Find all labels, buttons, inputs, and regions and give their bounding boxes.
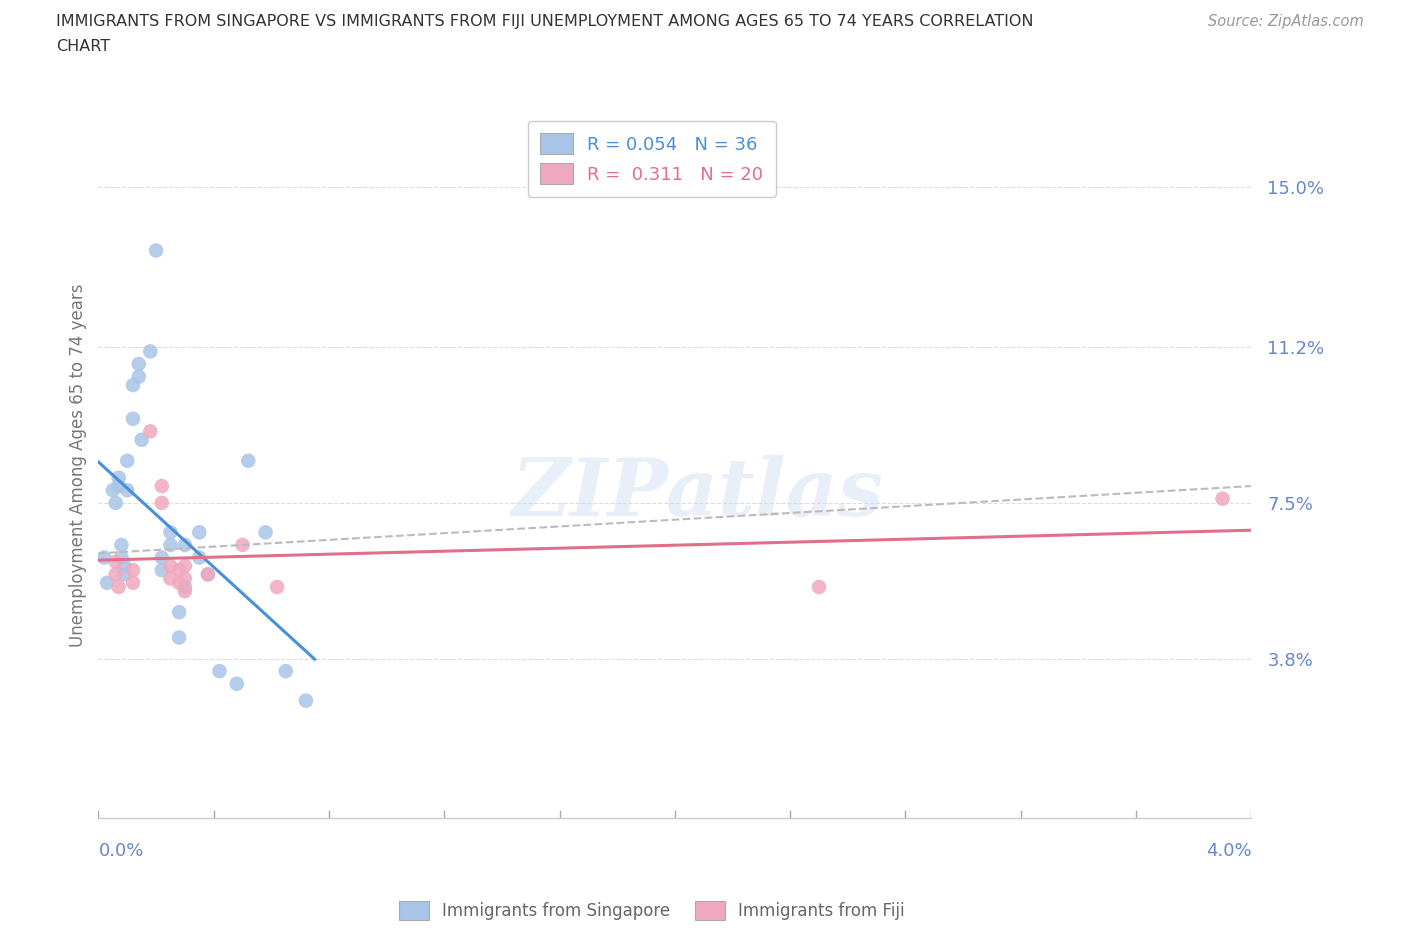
Point — [174, 579, 197, 594]
Point — [104, 567, 127, 582]
Point — [274, 664, 297, 679]
Point — [1211, 491, 1234, 506]
Point — [93, 551, 115, 565]
Point — [225, 676, 247, 691]
Point — [167, 630, 190, 644]
Point — [150, 563, 173, 578]
Point — [122, 378, 145, 392]
Text: 4.0%: 4.0% — [1206, 842, 1251, 859]
Point — [159, 571, 181, 586]
Point — [254, 525, 277, 539]
Point — [150, 551, 173, 565]
Legend: Immigrants from Singapore, Immigrants from Fiji: Immigrants from Singapore, Immigrants fr… — [392, 894, 911, 926]
Point — [238, 453, 260, 468]
Point — [122, 576, 145, 591]
Point — [197, 567, 219, 582]
Point — [174, 538, 197, 552]
Point — [167, 604, 190, 619]
Point — [122, 563, 145, 578]
Point — [167, 563, 190, 578]
Point — [107, 471, 129, 485]
Point — [117, 453, 138, 468]
Point — [110, 551, 132, 565]
Point — [266, 579, 288, 594]
Point — [807, 579, 830, 594]
Text: ZIPatlas: ZIPatlas — [512, 455, 884, 532]
Point — [101, 483, 124, 498]
Point — [128, 356, 150, 371]
Point — [197, 567, 219, 582]
Point — [107, 479, 129, 494]
Point — [208, 664, 231, 679]
Point — [107, 579, 129, 594]
Point — [174, 584, 197, 599]
Point — [159, 525, 181, 539]
Text: CHART: CHART — [56, 39, 110, 54]
Text: 0.0%: 0.0% — [98, 842, 143, 859]
Point — [110, 538, 132, 552]
Point — [131, 432, 153, 447]
Point — [188, 551, 211, 565]
Point — [139, 344, 162, 359]
Text: Source: ZipAtlas.com: Source: ZipAtlas.com — [1208, 14, 1364, 29]
Text: IMMIGRANTS FROM SINGAPORE VS IMMIGRANTS FROM FIJI UNEMPLOYMENT AMONG AGES 65 TO : IMMIGRANTS FROM SINGAPORE VS IMMIGRANTS … — [56, 14, 1033, 29]
Point — [117, 483, 138, 498]
Point — [128, 369, 150, 384]
Point — [104, 496, 127, 511]
Point — [96, 576, 118, 591]
Point — [150, 496, 173, 511]
Point — [112, 567, 135, 582]
Y-axis label: Unemployment Among Ages 65 to 74 years: Unemployment Among Ages 65 to 74 years — [69, 284, 87, 646]
Point — [167, 576, 190, 591]
Point — [231, 538, 254, 552]
Point — [104, 554, 127, 569]
Point — [145, 243, 167, 258]
Point — [112, 559, 135, 574]
Point — [188, 525, 211, 539]
Point — [139, 424, 162, 439]
Point — [150, 479, 173, 494]
Point — [122, 411, 145, 426]
Point — [174, 559, 197, 574]
Point — [159, 538, 181, 552]
Point — [159, 559, 181, 574]
Point — [295, 693, 318, 708]
Point — [174, 571, 197, 586]
